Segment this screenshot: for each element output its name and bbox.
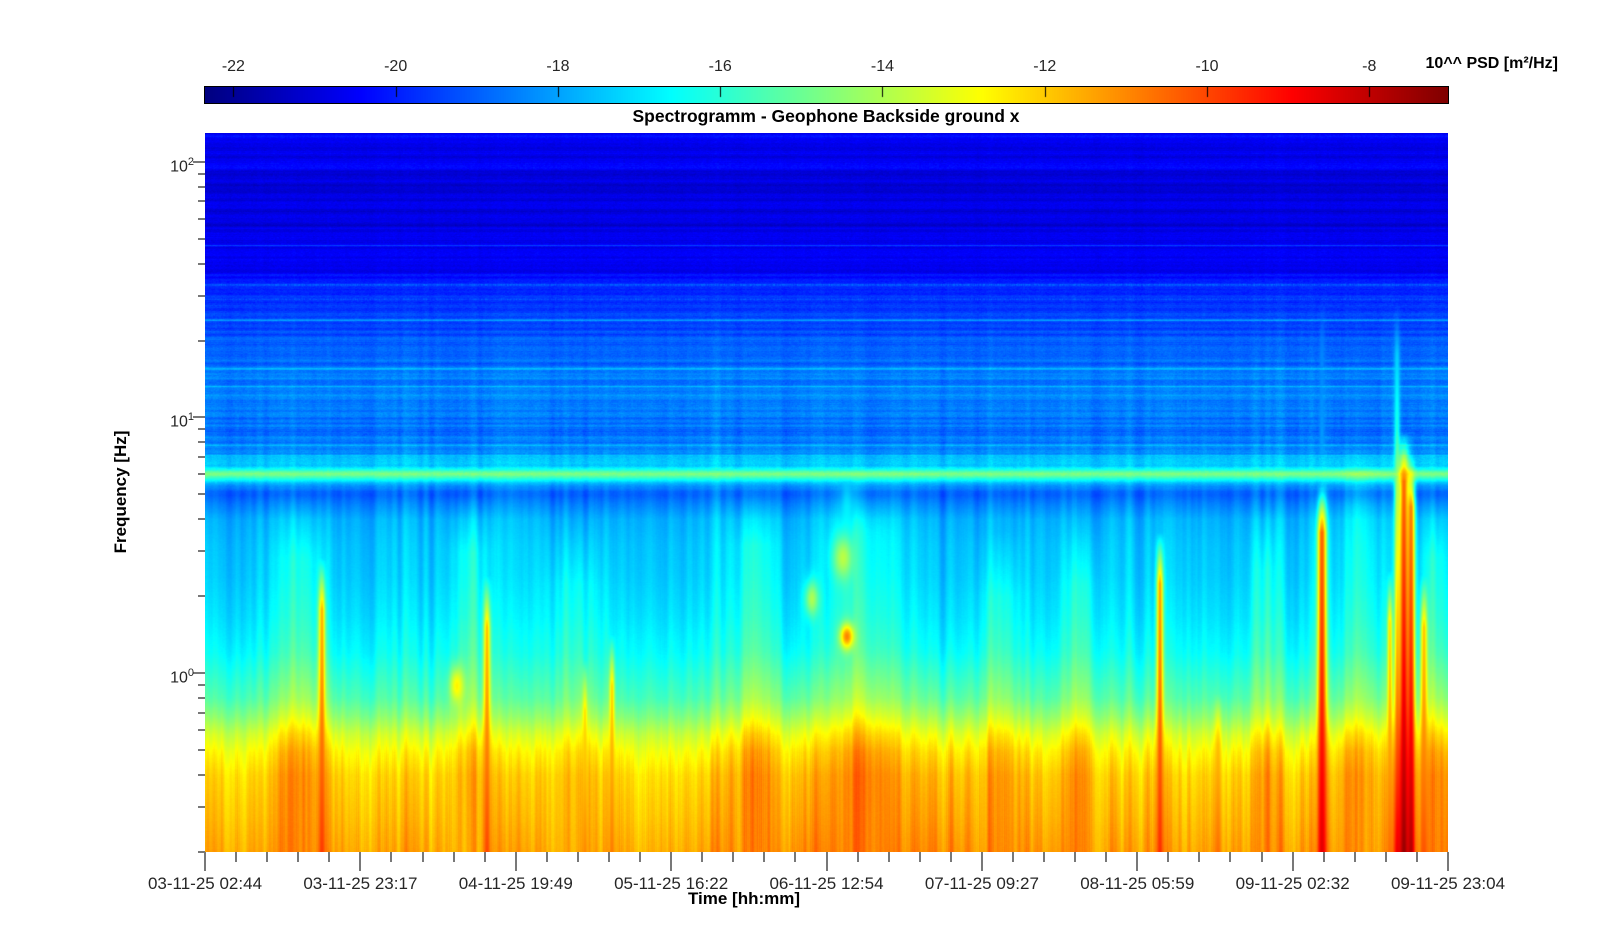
y-tick-minor [198,696,205,699]
x-tick-minor [545,852,548,862]
x-tick-minor [794,852,797,862]
y-tick-minor [198,850,205,853]
x-tick-minor [297,852,300,862]
colorbar-gradient [204,86,1449,104]
x-tick-minor [1322,852,1325,862]
y-tick-minor [198,262,205,265]
y-tick-minor [198,683,205,686]
y-tick-minor [198,217,205,220]
y-tick-minor [198,200,205,203]
colorbar-title: 10^^ PSD [m²/Hz] [1425,55,1558,72]
x-tick-minor [639,852,642,862]
x-tick-label: 04-11-25 19:49 [458,874,573,893]
colorbar-tick-label: -12 [1033,58,1057,75]
x-tick-major [980,852,983,871]
x-tick-minor [1384,852,1387,862]
x-tick-minor [856,852,859,862]
y-tick-minor [198,185,205,188]
colorbar-tick-label: -22 [221,58,245,75]
y-tick-label: 100 [170,667,194,687]
x-tick-major [359,852,362,871]
x-tick-minor [1415,852,1418,862]
x-tick-label: 08-11-25 05:59 [1080,874,1195,893]
x-tick-label: 05-11-25 16:22 [614,874,729,893]
y-tick-minor [198,441,205,444]
colorbar-tick-label: -14 [870,58,895,75]
y-tick-minor [198,172,205,175]
x-tick-minor [576,852,579,862]
x-tick-label: 09-11-25 23:04 [1390,874,1506,893]
y-tick-minor [198,518,205,521]
x-tick-major [514,852,517,871]
y-tick-major [193,416,205,419]
colorbar-tick-label: -10 [1195,58,1219,75]
x-tick-minor [701,852,704,862]
x-tick-minor [1353,852,1356,862]
x-tick-minor [421,852,424,862]
x-tick-minor [1043,852,1046,862]
colorbar-tick-label: -18 [546,58,570,75]
x-tick-minor [887,852,890,862]
y-tick-label: 101 [170,411,194,431]
x-tick-major [825,852,828,871]
x-tick-minor [1167,852,1170,862]
x-tick-minor [763,852,766,862]
y-tick-minor [198,728,205,731]
x-tick-label: 06-11-25 12:54 [769,874,884,893]
y-tick-minor [198,428,205,431]
x-tick-minor [1011,852,1014,862]
x-tick-minor [328,852,331,862]
x-tick-minor [949,852,952,862]
x-tick-minor [452,852,455,862]
y-tick-major [193,160,205,163]
x-tick-minor [390,852,393,862]
x-tick-minor [1074,852,1077,862]
x-tick-minor [918,852,921,862]
x-tick-minor [266,852,269,862]
y-tick-minor [198,456,205,459]
x-tick-minor [1105,852,1108,862]
x-tick-label: 07-11-25 09:27 [924,874,1039,893]
x-tick-minor [235,852,238,862]
x-tick-minor [607,852,610,862]
y-tick-minor [198,749,205,751]
colorbar-tick-label: -16 [708,58,732,75]
colorbar-tick-label: -20 [384,58,408,75]
x-tick-minor [732,852,735,862]
chart-title: Spectrogramm - Geophone Backside ground … [632,106,1020,126]
y-tick-minor [198,237,205,240]
x-tick-major [1291,852,1294,871]
y-tick-label: 102 [170,155,194,176]
x-tick-major [670,852,673,871]
spectrogram-heatmap [205,133,1448,852]
x-axis-title: Time [hh:mm] [687,889,801,908]
y-tick-minor [198,550,205,553]
x-tick-major [1447,852,1449,871]
y-axis-title: Frequency [Hz] [111,430,130,554]
x-tick-major [1136,852,1139,871]
x-tick-minor [1229,852,1232,862]
x-tick-label: 03-11-25 02:44 [147,874,263,893]
y-tick-minor [198,711,205,714]
x-tick-minor [1198,852,1201,862]
y-tick-minor [198,773,205,776]
y-tick-minor [198,339,205,342]
x-tick-label: 09-11-25 02:32 [1235,874,1350,893]
x-tick-label: 03-11-25 23:17 [303,874,418,893]
y-tick-minor [198,294,205,297]
x-tick-major [204,852,206,871]
x-tick-minor [483,852,486,862]
y-tick-minor [198,805,205,808]
colorbar-tick-label: -8 [1362,58,1377,75]
y-tick-major [193,672,205,675]
y-tick-minor [198,493,205,496]
x-tick-minor [1260,852,1263,862]
y-tick-minor [198,595,205,598]
y-tick-minor [198,473,205,476]
